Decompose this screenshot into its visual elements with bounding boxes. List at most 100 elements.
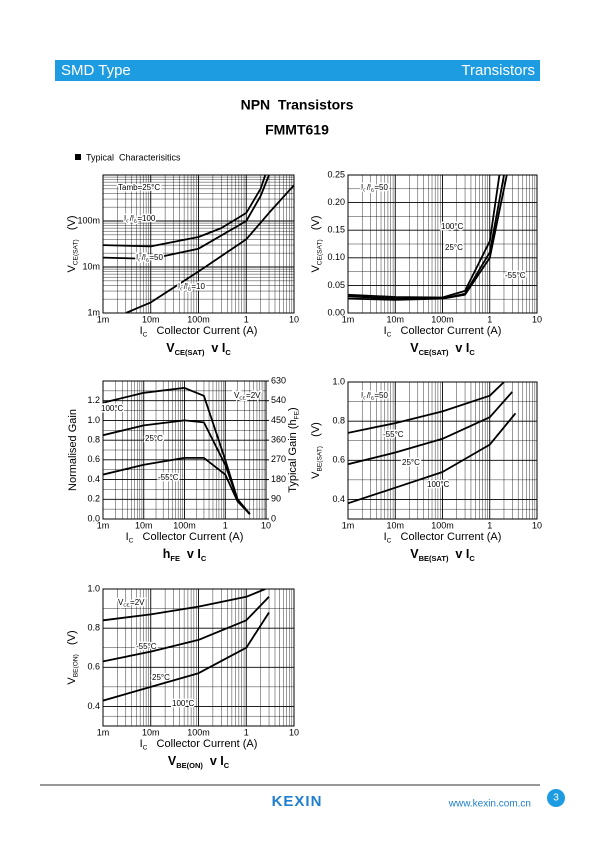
y-tick-label: 0.8 [87, 623, 100, 633]
x-tick-label: 1m [97, 727, 110, 737]
plot-frame [102, 588, 295, 727]
x-tick-label: 1 [244, 727, 249, 737]
y-tick-label: 0.25 [327, 169, 345, 179]
y-tick-label: 1.0 [87, 583, 100, 593]
x-tick-label: 1m [342, 314, 355, 324]
series-label: 25°C [152, 673, 170, 682]
series-line [348, 175, 508, 301]
y2-axis-title: Typical Gain (hFE) [287, 407, 300, 492]
series-line [103, 596, 270, 663]
x-axis-title-part: C [143, 331, 148, 338]
title: NPN Transistors [241, 97, 354, 113]
chart-caption-part: C [201, 554, 207, 563]
x-axis-title-part: C [387, 537, 392, 544]
x-tick-label: 100m [187, 314, 210, 324]
x-tick-label: 100m [431, 314, 454, 324]
annotation-part: /I [367, 391, 371, 400]
y2-tick-label: 540 [271, 395, 286, 405]
series-line [103, 175, 270, 260]
chart-caption-part: V [410, 547, 419, 561]
plot-frame [102, 380, 267, 520]
y2-axis-title-part: Typical Gain (h [287, 419, 299, 492]
y-axis-title-part: V [310, 265, 322, 273]
footer-url: www.kexin.com.cn [448, 799, 531, 810]
series-label: 100°C [101, 404, 124, 413]
series-label-part: =50 [149, 253, 163, 262]
series-line [348, 175, 501, 299]
annotation-part: CE [123, 603, 130, 609]
chart-caption: VBE(ON) v IC [168, 754, 230, 769]
x-axis-title: IC Collector Current (A) [384, 531, 502, 544]
y-axis-title-part: (V) [310, 215, 322, 239]
section-title: Typical Characterisitics [86, 152, 181, 162]
annotation-part: /I [367, 183, 371, 192]
chart-caption-part: v I [180, 547, 201, 561]
x-tick-label: 1m [97, 520, 110, 530]
series-label: IC/IB=100 [124, 214, 156, 225]
bullet [75, 154, 81, 160]
y-axis-title-part: CE(SAT) [316, 239, 323, 265]
y-tick-label: 0.00 [327, 307, 345, 317]
y-tick-label: 0.4 [87, 701, 100, 711]
y-axis-title: VCE(SAT) (V) [310, 215, 323, 272]
header-bar [55, 60, 540, 81]
y-axis-title-part: CE(SAT) [72, 239, 79, 265]
plot-frame [347, 381, 538, 520]
x-axis-title-part: C [387, 331, 392, 338]
chart-caption: VBE(SAT) v IC [410, 547, 475, 562]
chart-caption-part: V [410, 341, 419, 355]
x-tick-label: 1m [342, 520, 355, 530]
x-axis-title: IC Collector Current (A) [140, 738, 258, 751]
chart-caption-part: FE [170, 554, 180, 563]
x-tick-label: 10m [142, 727, 160, 737]
x-tick-label: 10 [532, 314, 542, 324]
annotation-part: I [361, 391, 363, 400]
y-tick-label: 0.0 [87, 513, 100, 523]
x-tick-label: 10 [261, 520, 271, 530]
y-tick-label: 0.15 [327, 225, 345, 235]
page-number: 3 [553, 793, 559, 804]
y2-tick-label: 0 [271, 513, 276, 523]
y-tick-label: 0.20 [327, 197, 345, 207]
y-tick-label: 0.4 [87, 474, 100, 484]
chart-caption-part: CE(SAT) [175, 348, 205, 357]
series-line [103, 589, 266, 622]
y-tick-label: 0.10 [327, 252, 345, 262]
y-tick-label: 0.6 [87, 662, 100, 672]
annotation: VCE=2V [234, 391, 261, 402]
y2-tick-label: 360 [271, 435, 286, 445]
x-tick-label: 100m [173, 520, 196, 530]
chart-caption-part: C [225, 348, 231, 357]
series-label: -55°C [505, 271, 526, 280]
y-tick-label: 0.05 [327, 280, 345, 290]
series-label: 25°C [445, 243, 463, 252]
chart-caption-part: h [163, 547, 171, 561]
x-tick-label: 1 [223, 520, 228, 530]
y2-tick-label: 630 [271, 375, 286, 385]
annotation-part: Tamb=25°C [118, 183, 160, 192]
series-line [348, 412, 517, 505]
series-label-part: I [178, 282, 180, 291]
x-tick-label: 10 [289, 727, 299, 737]
series-label-part: /I [184, 282, 188, 291]
annotation-part: CE [239, 396, 246, 402]
series-label: -55°C [136, 642, 157, 651]
annotation-part: =2V [246, 391, 261, 400]
footer-brand: KEXIN [272, 793, 323, 810]
y-tick-label: 0.6 [87, 454, 100, 464]
x-axis-title: IC Collector Current (A) [126, 531, 244, 544]
series-line [103, 612, 270, 702]
y-axis-title: VBE(SAT) (V) [310, 422, 323, 479]
y-axis-title-part: BE(SAT) [316, 446, 323, 472]
y-axis-title-part: V [310, 471, 322, 479]
annotation-part: =50 [374, 183, 388, 192]
y-tick-label: 1.2 [87, 395, 100, 405]
page-badge [547, 789, 565, 807]
chart-caption-part: v I [203, 754, 224, 768]
y2-tick-label: 180 [271, 474, 286, 484]
part-number: FMMT619 [265, 122, 329, 138]
x-axis-title-part: Collector Current (A) [391, 325, 501, 337]
x-axis-title-part: I [140, 325, 143, 337]
chart-caption-part: C [469, 348, 475, 357]
y2-tick-label: 90 [271, 494, 281, 504]
